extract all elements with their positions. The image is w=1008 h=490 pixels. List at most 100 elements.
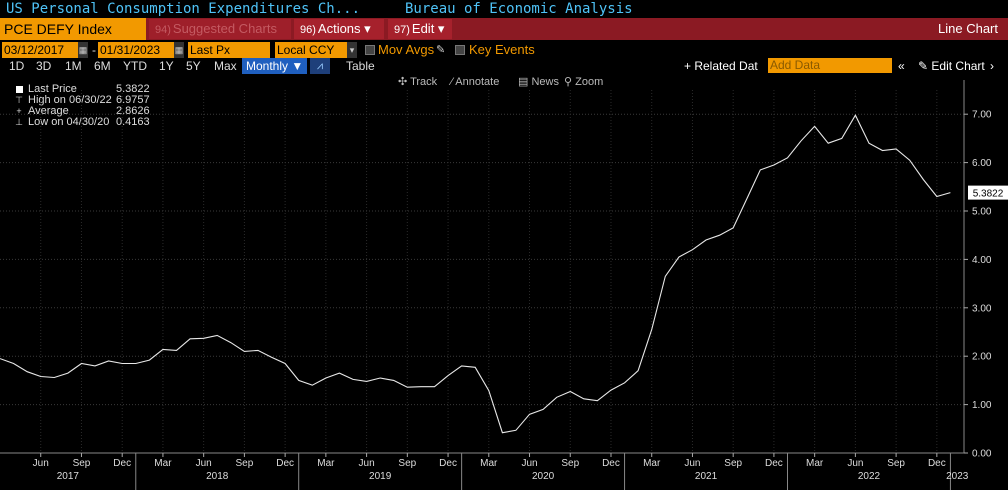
edit-menu-button[interactable]: 97) Edit ▾	[388, 19, 452, 39]
series-swatch-icon	[16, 86, 23, 93]
x-tick-label: Sep	[724, 458, 742, 469]
y-tick-label: 1.00	[972, 400, 992, 411]
zoom-tool[interactable]: ⚲ Zoom	[564, 76, 604, 88]
title-bar: US Personal Consumption Expenditures Ch.…	[0, 0, 1008, 18]
legend-key: Average	[28, 105, 69, 117]
period-3d-button[interactable]: 3D	[36, 59, 52, 73]
year-label: 2020	[532, 471, 555, 482]
x-tick-label: Mar	[480, 458, 498, 469]
chevron-down-icon[interactable]: ▾	[347, 42, 357, 58]
actions-menu-button[interactable]: 96) Actions ▾	[294, 19, 384, 39]
edit-chart-button[interactable]: ✎ Edit Chart	[918, 59, 985, 73]
legend-key: High on 06/30/22	[28, 94, 112, 106]
track-tool[interactable]: ✣ Track	[398, 76, 438, 88]
year-label: 2019	[369, 471, 392, 482]
x-tick-label: Jun	[359, 458, 375, 469]
data-source: Bureau of Economic Analysis	[405, 1, 633, 17]
x-tick-label: Sep	[398, 458, 416, 469]
y-tick-label: 4.00	[972, 255, 992, 266]
ticker-field[interactable]: PCE DEFY Index	[0, 18, 146, 40]
legend-row[interactable]: ⊥ Low on 04/30/20 0.4163	[12, 117, 152, 128]
collapse-icon[interactable]: «	[898, 59, 905, 73]
period-ytd-button[interactable]: YTD	[123, 59, 147, 73]
annotate-tool[interactable]: ⁄ Annotate	[451, 76, 500, 88]
high-marker-icon: ⊤	[15, 95, 23, 105]
add-data-input[interactable]: Add Data	[768, 58, 892, 73]
x-tick-label: Jun	[684, 458, 700, 469]
y-tick-label: 7.00	[972, 110, 992, 121]
year-label: 2021	[695, 471, 718, 482]
key-events-checkbox[interactable]	[455, 45, 465, 55]
y-tick-label: 3.00	[972, 303, 992, 314]
related-data-button[interactable]: + Related Dat	[684, 59, 758, 73]
x-tick-label: Sep	[561, 458, 579, 469]
legend-value: 6.9757	[116, 94, 150, 106]
toolbar-row: 1D 3D 1M 6M YTD 1Y 5Y Max Monthly ▼ ⩘ Ta…	[0, 58, 1008, 74]
y-tick-label: 6.00	[972, 158, 992, 169]
x-tick-label: Jun	[521, 458, 537, 469]
year-label: 2018	[206, 471, 229, 482]
period-5y-button[interactable]: 5Y	[186, 59, 201, 73]
period-1d-button[interactable]: 1D	[9, 59, 25, 73]
mov-avgs-checkbox[interactable]	[365, 45, 375, 55]
period-6m-button[interactable]: 6M	[94, 59, 111, 73]
low-marker-icon: ⊥	[15, 117, 23, 127]
x-tick-label: Jun	[196, 458, 212, 469]
end-date-field[interactable]: 01/31/2023	[98, 42, 174, 58]
x-tick-label: Mar	[643, 458, 661, 469]
pencil-icon[interactable]: ✎	[436, 44, 446, 56]
period-1m-button[interactable]: 1M	[65, 59, 82, 73]
currency-select[interactable]: Local CCY	[275, 42, 347, 58]
suggested-charts-label: Suggested Charts	[172, 21, 277, 36]
frequency-select[interactable]: Monthly ▼	[242, 58, 308, 74]
actions-num: 96)	[300, 24, 316, 36]
last-price-label: 5.3822	[973, 189, 1004, 200]
edit-label: Edit ▾	[411, 21, 445, 36]
x-tick-label: Dec	[602, 458, 620, 469]
x-tick-label: Sep	[73, 458, 91, 469]
chevron-right-icon[interactable]: ›	[990, 59, 994, 73]
mov-avgs-label: Mov Avgs	[378, 42, 435, 57]
year-label: 2017	[57, 471, 80, 482]
date-range-dash: -	[92, 43, 96, 57]
legend-value: 0.4163	[116, 116, 150, 128]
period-max-button[interactable]: Max	[214, 59, 237, 73]
news-tool[interactable]: ▤ News	[518, 76, 559, 88]
legend-row[interactable]: ⊤ High on 06/30/22 6.9757	[12, 95, 152, 106]
legend-value: 2.8626	[116, 105, 150, 117]
y-tick-label: 0.00	[972, 449, 992, 460]
x-tick-label: Mar	[317, 458, 335, 469]
line-chart-icon[interactable]: ⩘	[310, 58, 330, 74]
calendar-icon[interactable]: ▦	[174, 42, 184, 58]
x-tick-label: Jun	[847, 458, 863, 469]
legend-row[interactable]: + Average 2.8626	[12, 106, 152, 117]
x-tick-label: Dec	[765, 458, 783, 469]
x-tick-label: Mar	[154, 458, 172, 469]
x-tick-label: Jun	[33, 458, 49, 469]
legend-key: Low on 04/30/20	[28, 116, 110, 128]
period-1y-button[interactable]: 1Y	[159, 59, 174, 73]
range-row: 03/12/2017 ▦ - 01/31/2023 ▦ Last Px Loca…	[0, 41, 1008, 58]
x-tick-label: Dec	[439, 458, 457, 469]
suggested-charts-num: 94)	[155, 24, 171, 36]
average-marker-icon: +	[16, 106, 22, 116]
year-label: 2023	[946, 471, 969, 482]
command-bar: PCE DEFY Index 94) Suggested Charts 96) Ac…	[0, 18, 1008, 40]
table-button[interactable]: Table	[346, 59, 375, 73]
window-title: US Personal Consumption Expenditures Ch.…	[6, 1, 361, 17]
x-tick-label: Mar	[806, 458, 824, 469]
price-field-select[interactable]: Last Px	[188, 42, 270, 58]
calendar-icon[interactable]: ▦	[78, 42, 88, 58]
chart-legend: Last Price 5.3822 ⊤ High on 06/30/22 6.9…	[12, 84, 152, 128]
last-price-tag	[968, 185, 1008, 200]
chart-type-label: Line Chart	[938, 21, 998, 36]
start-date-field[interactable]: 03/12/2017	[2, 42, 78, 58]
x-tick-label: Dec	[113, 458, 131, 469]
legend-key: Last Price	[28, 83, 77, 95]
legend-row[interactable]: Last Price 5.3822	[12, 84, 152, 95]
suggested-charts-button[interactable]: 94) Suggested Charts	[149, 19, 291, 39]
key-events-label: Key Events	[469, 42, 535, 57]
x-tick-label: Sep	[235, 458, 253, 469]
legend-value: 5.3822	[116, 83, 150, 95]
